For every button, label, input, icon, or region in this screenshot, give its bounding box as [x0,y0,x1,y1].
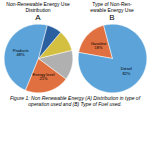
svg-text:Diesel82%: Diesel82% [121,67,132,76]
svg-text:Products48%: Products48% [13,48,29,57]
html-text:A: A [35,13,41,23]
html-text:Non-Renewable Energy Use Distr: Non-Renewable Energy Use Distribution [6,1,70,13]
html-text:Figure 1: Non Renewable Energy: Figure 1: Non Renewable Energy (A) Distr… [10,95,140,107]
html-text:Type of Non-Ren- ewable Energy: Type of Non-Ren- ewable Energy Use [90,1,134,13]
html-text:B: B [109,13,115,23]
svg-text:Energy level21%: Energy level21% [33,72,55,81]
svg-text:Gasoline18%: Gasoline18% [91,41,108,50]
